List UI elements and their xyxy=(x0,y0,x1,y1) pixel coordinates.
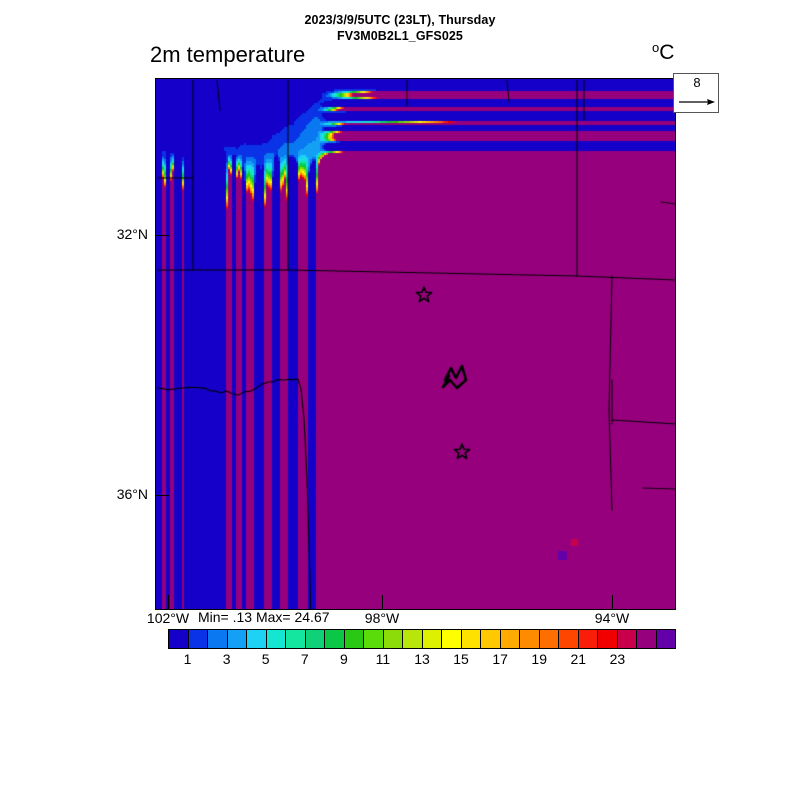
valid-time-title: 2023/3/9/5UTC (23LT), Thursday xyxy=(304,13,496,27)
colorbar-segment xyxy=(286,630,306,648)
longitude-label: 98°W xyxy=(364,610,400,626)
colorbar-tick-label: 1 xyxy=(183,651,192,667)
latitude-tick xyxy=(155,235,169,236)
model-name-title: FV3M0B2L1_GFS025 xyxy=(337,29,463,43)
units-letter: C xyxy=(659,41,675,64)
temperature-colorbar[interactable] xyxy=(168,629,676,649)
colorbar-tick-label: 15 xyxy=(453,651,469,667)
colorbar-tick-label: 5 xyxy=(261,651,270,667)
colorbar-segment xyxy=(266,630,286,648)
colorbar-segment xyxy=(637,630,657,648)
colorbar-segment xyxy=(247,630,267,648)
colorbar-tick-label: 9 xyxy=(339,651,348,667)
statistics-text: Min= .13 Max= 24.67 xyxy=(198,609,330,625)
wind-vector-canvas xyxy=(157,80,675,609)
colorbar-segment xyxy=(578,630,598,648)
latitude-label: 32°N xyxy=(116,226,148,242)
colorbar-segment xyxy=(364,630,384,648)
colorbar-tick-label: 7 xyxy=(300,651,309,667)
colorbar-segment xyxy=(598,630,618,648)
longitude-tick xyxy=(168,595,169,609)
colorbar-segment xyxy=(559,630,579,648)
colorbar-tick-label: 3 xyxy=(222,651,231,667)
colorbar-segment xyxy=(169,630,189,648)
degree-symbol: o xyxy=(652,40,660,55)
colorbar-segment xyxy=(617,630,637,648)
colorbar-segment xyxy=(227,630,247,648)
colorbar-tick-label: 21 xyxy=(570,651,587,667)
colorbar-segment xyxy=(481,630,501,648)
colorbar-segment xyxy=(500,630,520,648)
colorbar-segment xyxy=(520,630,540,648)
wind-scale-legend: 8 xyxy=(673,73,719,113)
colorbar-segment xyxy=(539,630,559,648)
colorbar-segment xyxy=(403,630,423,648)
colorbar-tick-label: 19 xyxy=(531,651,547,667)
longitude-tick xyxy=(382,595,383,609)
colorbar-tick-label: 17 xyxy=(492,651,508,667)
colorbar-segment xyxy=(208,630,228,648)
longitude-tick xyxy=(612,595,613,609)
colorbar-segment xyxy=(344,630,364,648)
colorbar-tick-label: 13 xyxy=(414,651,430,667)
longitude-label: 94°W xyxy=(594,610,630,626)
latitude-label: 36°N xyxy=(116,486,148,502)
page-title: 2m temperature xyxy=(150,42,306,67)
wind-reference-value: 8 xyxy=(693,75,701,90)
colorbar-tick-label: 23 xyxy=(609,651,626,667)
latitude-tick xyxy=(155,495,169,496)
longitude-label: 102°W xyxy=(146,610,190,626)
colorbar-segment xyxy=(325,630,345,648)
colorbar-segment xyxy=(422,630,442,648)
colorbar-segment xyxy=(383,630,403,648)
colorbar-segment xyxy=(656,630,675,648)
colorbar-segment xyxy=(188,630,208,648)
colorbar-segment xyxy=(442,630,462,648)
colorbar-segment xyxy=(305,630,325,648)
right-arrow-icon xyxy=(679,99,715,105)
colorbar-segment xyxy=(461,630,481,648)
colorbar-tick-label: 11 xyxy=(375,651,391,667)
temperature-map[interactable] xyxy=(155,78,676,610)
units-label: oC xyxy=(652,40,674,65)
